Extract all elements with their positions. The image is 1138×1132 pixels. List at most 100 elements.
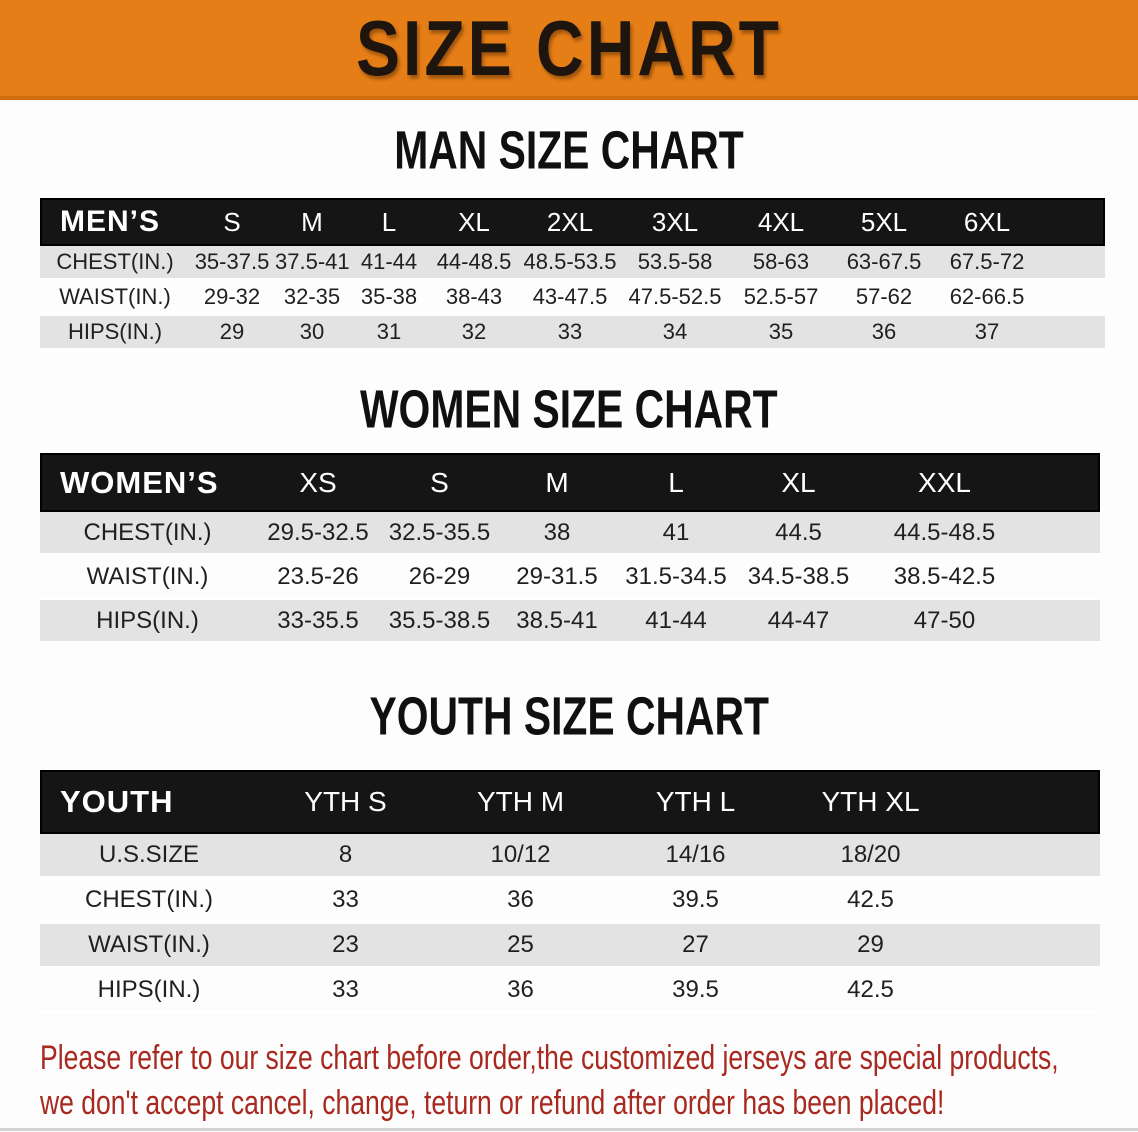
size-value-cell: 35-38 (350, 281, 428, 316)
header-filler-cell (1028, 453, 1100, 512)
banner-title: SIZE CHART (356, 4, 782, 92)
size-value-cell: 35.5-38.5 (381, 600, 498, 644)
table-header-row: YOUTH YTH S YTH M YTH L YTH XL (40, 770, 1100, 834)
size-column-header: 2XL (520, 198, 620, 246)
size-chart-banner: SIZE CHART (0, 0, 1138, 100)
row-filler-cell (1038, 281, 1105, 316)
size-value-cell: 44-47 (736, 600, 861, 644)
size-value-cell: 34.5-38.5 (736, 556, 861, 600)
size-value-cell: 42.5 (783, 879, 958, 924)
size-column-header: XL (736, 453, 861, 512)
size-value-cell: 36 (433, 969, 608, 1014)
size-column-header: 6XL (936, 198, 1038, 246)
size-value-cell: 33 (258, 879, 433, 924)
table-header-row: WOMEN’S XS S M L XL XXL (40, 453, 1100, 512)
table-row: CHEST(IN.) 29.5-32.5 32.5-35.5 38 41 44.5 44.5… (40, 512, 1100, 556)
order-disclaimer: Please refer to our size chart before or… (40, 1036, 1138, 1126)
disclaimer-line-2: we don't accept cancel, change, teturn o… (40, 1084, 945, 1122)
table-row: WAIST(IN.) 23 25 27 29 (40, 924, 1100, 969)
size-value-cell: 26-29 (381, 556, 498, 600)
womens-size-table: WOMEN’S XS S M L XL XXL CHEST(IN.) 29.5-32.5 32.… (40, 453, 1100, 644)
size-column-header: YTH S (258, 770, 433, 834)
table-row: U.S.SIZE 8 10/12 14/16 18/20 (40, 834, 1100, 879)
size-value-cell: 39.5 (608, 969, 783, 1014)
size-value-cell: 23.5-26 (255, 556, 381, 600)
size-value-cell: 47-50 (861, 600, 1028, 644)
size-value-cell: 23 (258, 924, 433, 969)
measure-row-label: WAIST(IN.) (40, 924, 258, 969)
size-value-cell: 31 (350, 316, 428, 351)
women-size-chart-heading: WOMEN SIZE CHART (0, 380, 1138, 440)
row-filler-cell (1028, 512, 1100, 556)
size-column-header: 4XL (730, 198, 832, 246)
size-column-header: M (498, 453, 616, 512)
table-row: CHEST(IN.) 35-37.5 37.5-41 41-44 44-48.5 48.5… (40, 246, 1105, 281)
table-row: HIPS(IN.) 33 36 39.5 42.5 (40, 969, 1100, 1014)
size-value-cell: 37 (936, 316, 1038, 351)
size-value-cell: 44.5 (736, 512, 861, 556)
measure-row-label: CHEST(IN.) (40, 879, 258, 924)
size-column-header: 5XL (832, 198, 936, 246)
size-value-cell: 39.5 (608, 879, 783, 924)
size-value-cell: 36 (832, 316, 936, 351)
header-filler-cell (1038, 198, 1105, 246)
size-value-cell: 29-32 (190, 281, 274, 316)
size-value-cell: 34 (620, 316, 730, 351)
size-value-cell: 31.5-34.5 (616, 556, 736, 600)
size-value-cell: 47.5-52.5 (620, 281, 730, 316)
size-column-header: XS (255, 453, 381, 512)
measure-row-label: HIPS(IN.) (40, 600, 255, 644)
size-value-cell: 14/16 (608, 834, 783, 879)
size-column-header: YTH M (433, 770, 608, 834)
size-value-cell: 10/12 (433, 834, 608, 879)
youth-size-chart-heading: YOUTH SIZE CHART (0, 687, 1138, 747)
size-value-cell: 32.5-35.5 (381, 512, 498, 556)
size-value-cell: 32 (428, 316, 520, 351)
size-column-header: XL (428, 198, 520, 246)
size-column-header: 3XL (620, 198, 730, 246)
table-row: WAIST(IN.) 29-32 32-35 35-38 38-43 43-47.5 47.… (40, 281, 1105, 316)
size-value-cell: 38.5-42.5 (861, 556, 1028, 600)
row-filler-cell (1038, 246, 1105, 281)
size-column-header: S (381, 453, 498, 512)
size-column-header: YTH XL (783, 770, 958, 834)
size-value-cell: 48.5-53.5 (520, 246, 620, 281)
size-value-cell: 32-35 (274, 281, 350, 316)
man-size-chart-heading-text: MAN SIZE CHART (394, 121, 744, 181)
size-value-cell: 30 (274, 316, 350, 351)
size-value-cell: 33-35.5 (255, 600, 381, 644)
measure-row-label: CHEST(IN.) (40, 246, 190, 281)
youth-size-chart-heading-text: YOUTH SIZE CHART (369, 687, 769, 747)
measure-row-label: CHEST(IN.) (40, 512, 255, 556)
size-column-header: M (274, 198, 350, 246)
table-row: WAIST(IN.) 23.5-26 26-29 29-31.5 31.5-34.5 34… (40, 556, 1100, 600)
size-value-cell: 35-37.5 (190, 246, 274, 281)
row-filler-cell (958, 834, 1100, 879)
mens-size-table: MEN’S S M L XL 2XL 3XL 4XL 5XL 6XL CHEST(IN.) 35-3… (40, 198, 1105, 351)
table-corner-label: WOMEN’S (40, 453, 255, 512)
measure-row-label: U.S.SIZE (40, 834, 258, 879)
size-value-cell: 52.5-57 (730, 281, 832, 316)
row-filler-cell (1028, 600, 1100, 644)
size-value-cell: 67.5-72 (936, 246, 1038, 281)
size-value-cell: 37.5-41 (274, 246, 350, 281)
table-corner-label: YOUTH (40, 770, 258, 834)
size-value-cell: 53.5-58 (620, 246, 730, 281)
table-header-row: MEN’S S M L XL 2XL 3XL 4XL 5XL 6XL (40, 198, 1105, 246)
size-column-header: S (190, 198, 274, 246)
size-value-cell: 18/20 (783, 834, 958, 879)
size-value-cell: 38.5-41 (498, 600, 616, 644)
youth-size-table: YOUTH YTH S YTH M YTH L YTH XL U.S.SIZE 8 10/1… (40, 770, 1100, 1014)
size-value-cell: 57-62 (832, 281, 936, 316)
size-value-cell: 44-48.5 (428, 246, 520, 281)
table-row: HIPS(IN.) 33-35.5 35.5-38.5 38.5-41 41-44 44-… (40, 600, 1100, 644)
measure-row-label: HIPS(IN.) (40, 969, 258, 1014)
size-column-header: L (350, 198, 428, 246)
row-filler-cell (958, 969, 1100, 1014)
table-row: CHEST(IN.) 33 36 39.5 42.5 (40, 879, 1100, 924)
size-value-cell: 29.5-32.5 (255, 512, 381, 556)
size-value-cell: 62-66.5 (936, 281, 1038, 316)
table-corner-label: MEN’S (40, 198, 190, 246)
size-value-cell: 38-43 (428, 281, 520, 316)
size-value-cell: 41-44 (616, 600, 736, 644)
